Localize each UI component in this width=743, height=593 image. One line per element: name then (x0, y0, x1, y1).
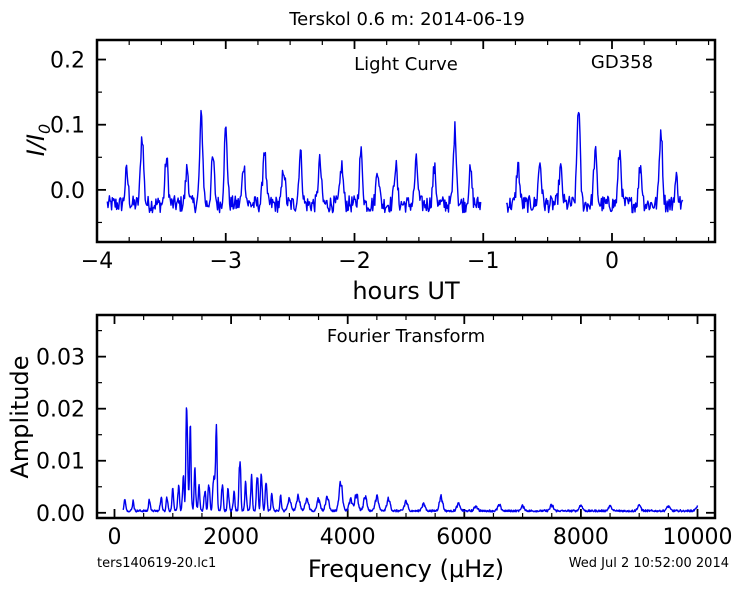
x-tick-label: 4000 (320, 525, 376, 550)
x-tick-label: 6000 (436, 525, 492, 550)
fourier-ticks: 0 2000 4000 6000 8000 10000 0.00 0.01 0.02 0.03 (36, 315, 733, 550)
footer-timestamp: Wed Jul 2 10:52:00 2014 (569, 556, 729, 571)
x-tick-label: −4 (81, 249, 113, 274)
light-curve-ticks: −4 −3 −2 −1 0 0.0 0.1 0.2 (50, 40, 715, 274)
x-tick-label: 0 (107, 525, 121, 550)
y-tick-label: 0.03 (36, 346, 85, 371)
light-curve-annotation: Light Curve (354, 54, 458, 75)
light-curve-ylabel: I/I0 (22, 124, 54, 156)
ylabel-subscript: 0 (35, 124, 54, 134)
footer-filename: ters140619-20.lc1 (97, 556, 216, 571)
fourier-series (122, 407, 699, 513)
light-curve-panel: −4 −3 −2 −1 0 0.0 0.1 0.2 Light Curve GD358 hou… (22, 38, 717, 305)
star-label: GD358 (591, 52, 653, 73)
fourier-annotation: Fourier Transform (327, 326, 485, 347)
x-tick-label: 2000 (203, 525, 259, 550)
x-tick-label: −3 (210, 249, 242, 274)
x-tick-label: −2 (338, 249, 370, 274)
ylabel-main: I/I (22, 134, 50, 156)
light-curve-segment-2 (505, 111, 684, 214)
figure-title: Terskol 0.6 m: 2014-06-19 (288, 9, 525, 30)
x-tick-label: −1 (467, 249, 499, 274)
y-tick-label: 0.01 (36, 450, 85, 475)
light-curve-segment-1 (106, 109, 482, 214)
light-curve-series (106, 109, 684, 214)
light-curve-frame (95, 38, 717, 244)
fourier-panel: 0 2000 4000 6000 8000 10000 0.00 0.01 0.02 0.03 F… (6, 313, 733, 583)
y-tick-label: 0.2 (50, 49, 85, 74)
y-tick-label: 0.1 (50, 114, 85, 139)
light-curve-xlabel: hours UT (352, 277, 460, 305)
x-tick-label: 8000 (553, 525, 609, 550)
y-tick-label: 0.0 (50, 179, 85, 204)
x-tick-label: 10000 (663, 525, 733, 550)
fourier-xlabel: Frequency (μHz) (308, 555, 504, 583)
y-tick-label: 0.02 (36, 398, 85, 423)
x-tick-label: 0 (605, 249, 619, 274)
fourier-ylabel: Amplitude (6, 356, 34, 479)
y-tick-label: 0.00 (36, 502, 85, 527)
fourier-amplitude-line (122, 407, 699, 513)
